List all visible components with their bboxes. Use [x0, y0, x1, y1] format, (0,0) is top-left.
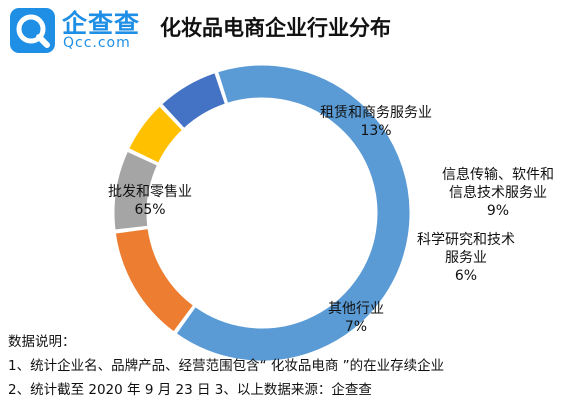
slice-label-1: 租赁和商务服务业 13% — [320, 105, 432, 139]
notes-line-1: 1、统计企业名、品牌产品、经营范围包含“ 化妆品电商 ”的在业存续企业 — [8, 358, 445, 374]
brand-domain: Qcc.com — [63, 35, 131, 51]
notes-heading: 数据说明： — [8, 334, 76, 350]
slice-3 — [128, 105, 184, 164]
data-notes: 数据说明： 1、统计企业名、品牌产品、经营范围包含“ 化妆品电商 ”的在业存续企… — [8, 330, 444, 402]
slice-label-4: 其他行业 7% — [328, 301, 384, 335]
brand-name: 企查查 — [62, 9, 141, 38]
chart-title: 化妆品电商企业行业分布 — [160, 16, 391, 40]
slice-2 — [113, 150, 159, 231]
slice-label-3: 科学研究和技术服务业 6% — [417, 232, 515, 284]
slice-label-0: 批发和零售业 65% — [108, 184, 192, 218]
logo-icon — [10, 8, 55, 53]
slice-1 — [114, 228, 195, 333]
notes-line-2: 2、统计截至 2020 年 9 月 23 日 3、以上数据来源：企查查 — [8, 382, 372, 398]
slice-4 — [161, 72, 226, 130]
slice-label-2: 信息传输、软件和信息技术服务业 9% — [442, 166, 554, 219]
slice-0 — [175, 64, 411, 362]
